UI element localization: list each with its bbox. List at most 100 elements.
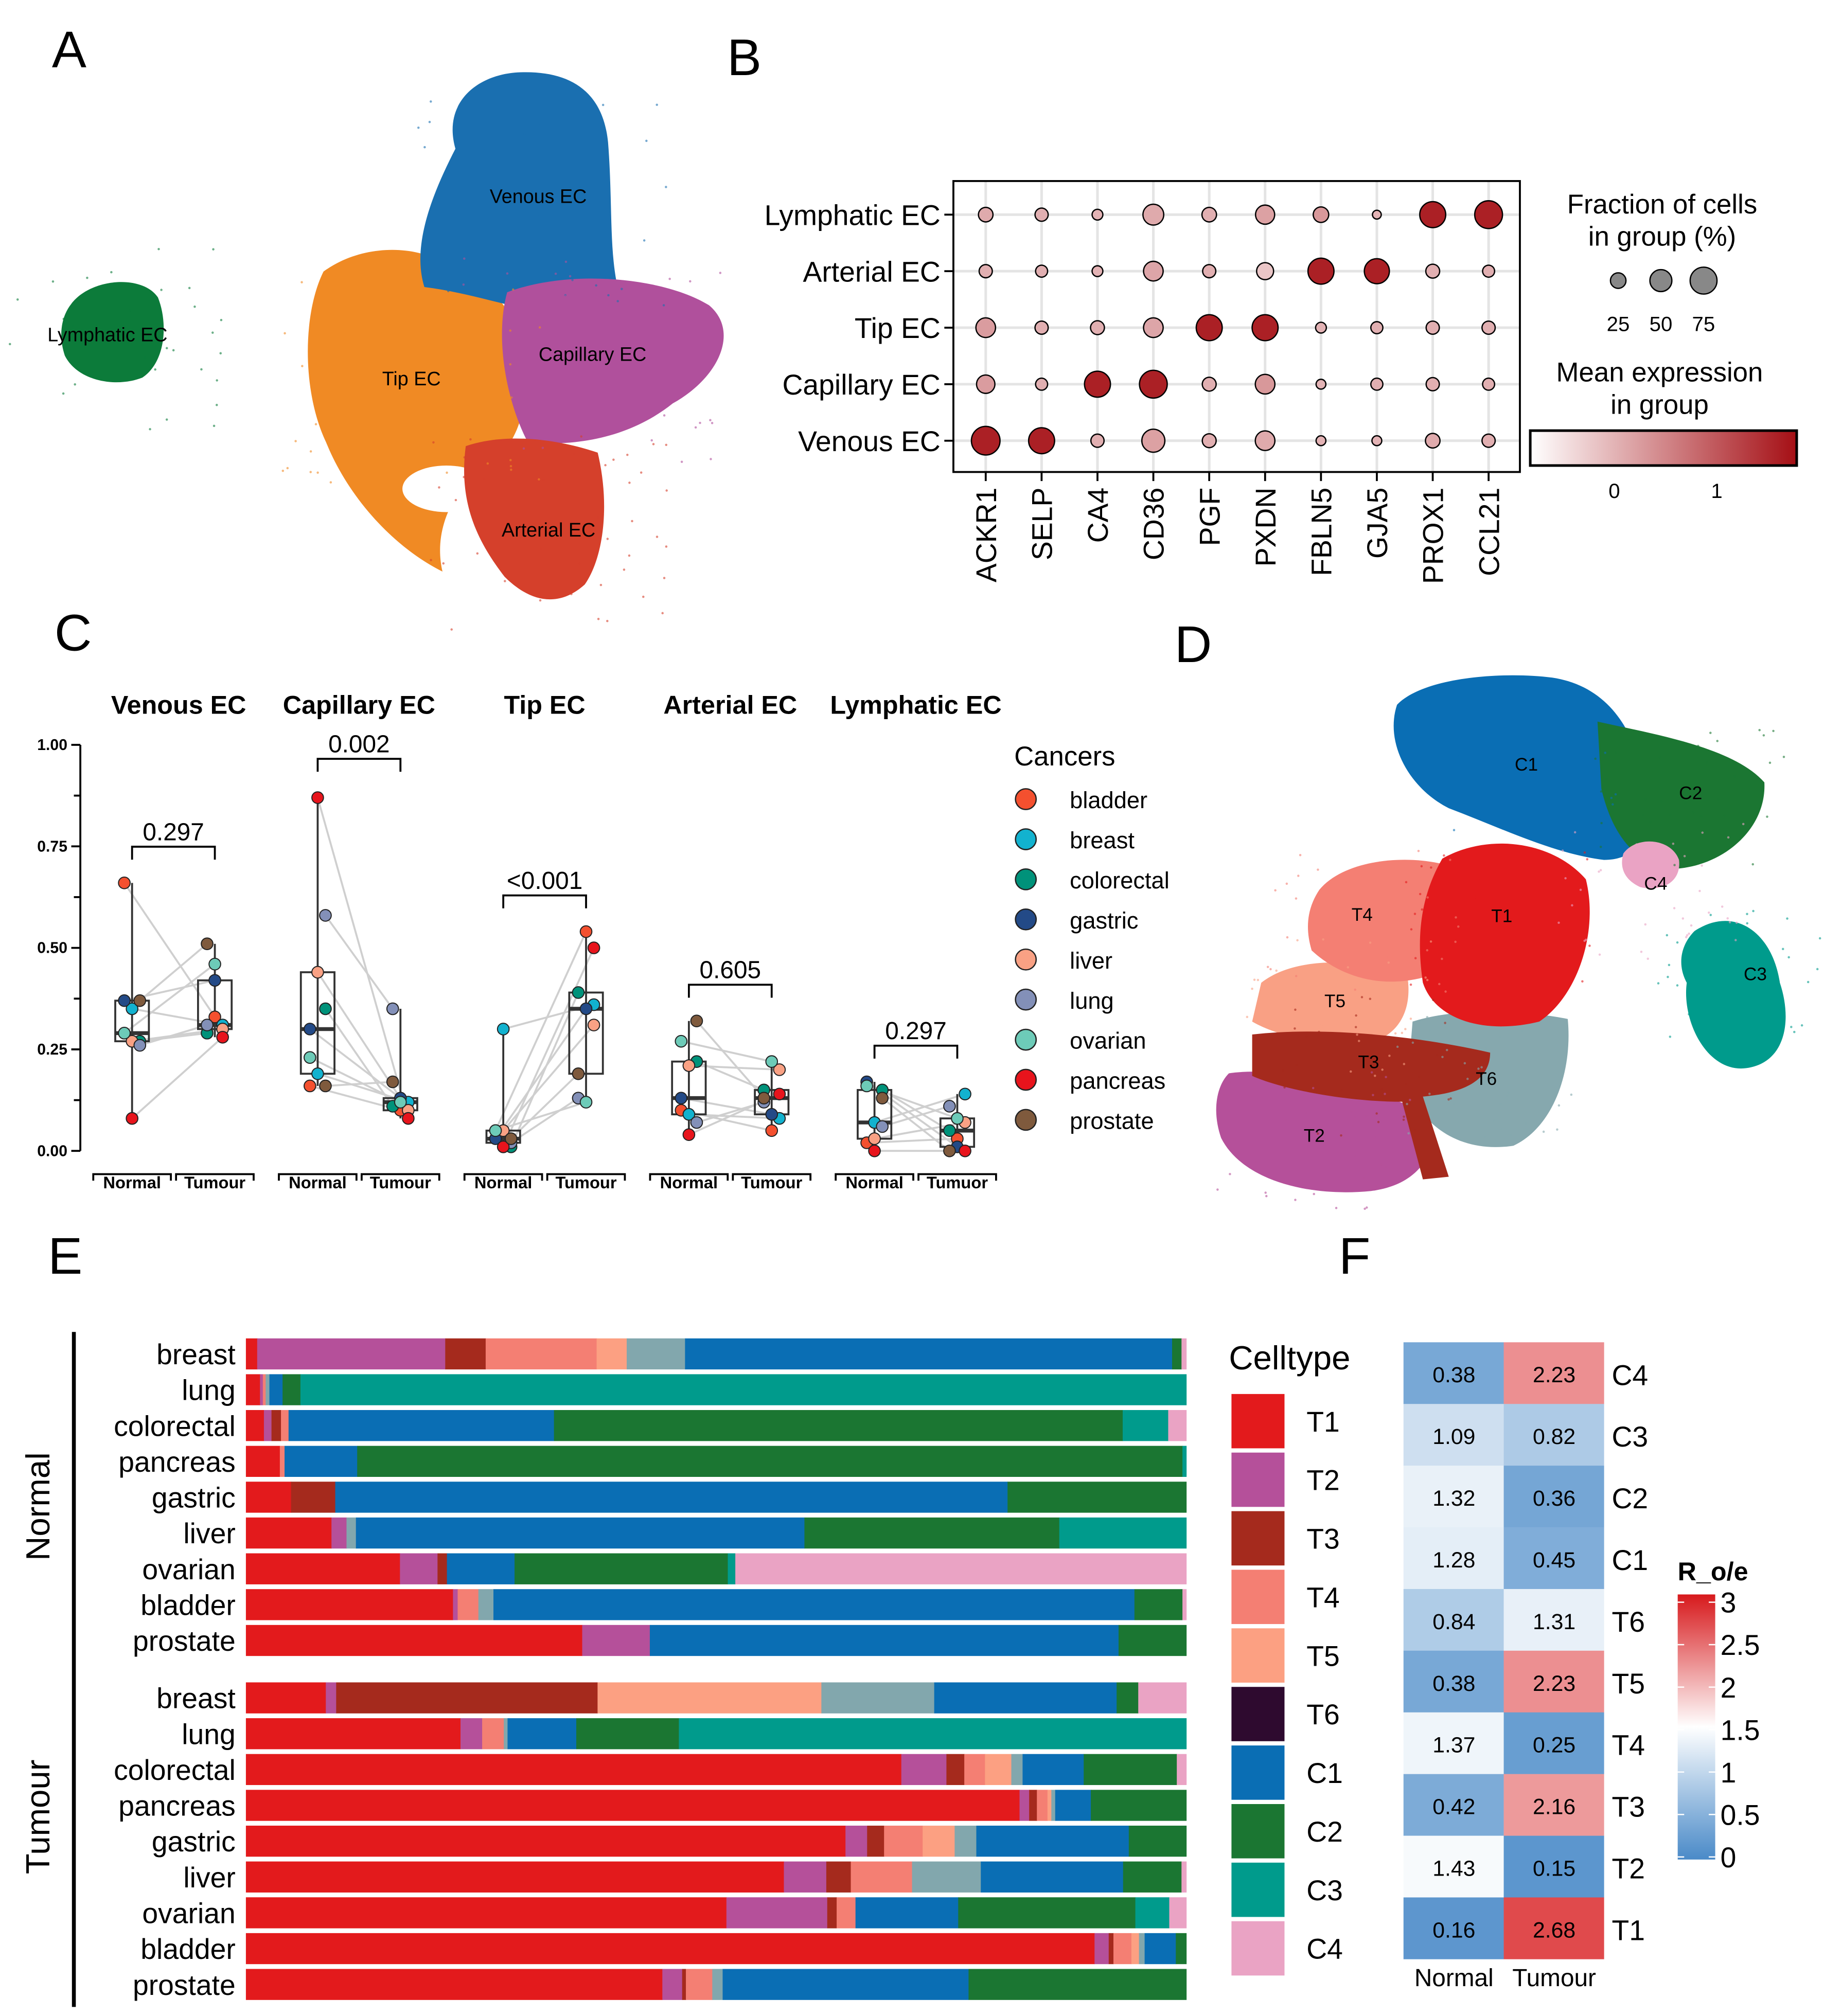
dot-Arterial-EC-PXDN <box>1255 262 1274 280</box>
umap-point <box>1559 966 1562 969</box>
umap-point <box>643 239 646 242</box>
bar-segment-normal-liver-C3 <box>1059 1517 1187 1549</box>
umap-point <box>1458 769 1461 772</box>
umap-point <box>472 382 475 385</box>
umap-point <box>1755 777 1758 780</box>
umap-point <box>665 545 668 548</box>
bar-segment-normal-colorectal-C3 <box>1122 1410 1169 1441</box>
umap-point <box>1347 966 1350 969</box>
umap-point <box>1807 980 1810 984</box>
point-pancreas <box>216 1030 229 1044</box>
umap-point <box>1571 816 1574 819</box>
size-legend-label: 50 <box>1650 313 1673 336</box>
umap-point <box>553 203 556 206</box>
umap-point <box>1571 904 1573 907</box>
umap-point <box>552 340 555 343</box>
row-label: bladder <box>140 1933 235 1965</box>
umap-point <box>539 547 542 550</box>
pair-line <box>502 947 595 1148</box>
bar-segment-normal-breast-T4 <box>485 1338 597 1370</box>
umap-point <box>1500 1128 1503 1131</box>
umap-point <box>663 577 666 579</box>
bar-segment-normal-ovarian-T1 <box>245 1553 401 1584</box>
legend-swatch-gastric <box>1015 908 1037 931</box>
point-ovarian <box>394 1096 407 1109</box>
umap-point <box>71 324 74 327</box>
umap-point <box>1638 734 1641 737</box>
row-label: colorectal <box>114 1754 236 1786</box>
point-colorectal <box>319 1002 332 1015</box>
umap-point <box>1716 740 1719 742</box>
umap-point <box>1299 854 1302 857</box>
umap-point <box>1271 1038 1274 1041</box>
point-ovarian <box>675 1034 688 1048</box>
umap-point <box>1520 1029 1524 1032</box>
bar-segment-normal-bladder-T6 <box>478 1589 494 1620</box>
dot-Arterial-EC-PGF <box>1202 264 1217 279</box>
umap-point <box>600 348 603 350</box>
panel-title: Arterial EC <box>663 690 797 720</box>
heatmap-cell-T6-Tumour <box>1503 1589 1604 1651</box>
point-ovarian <box>118 1027 131 1040</box>
dot-Lymphatic-EC-PXDN <box>1254 204 1276 225</box>
heatmap-cell-T2-Tumour <box>1503 1835 1604 1898</box>
umap-point <box>1681 917 1685 920</box>
bar-segment-tumour-bladder-C2 <box>1176 1933 1187 1965</box>
bar-segment-tumour-bladder-T4 <box>1113 1933 1132 1965</box>
umap-point <box>1790 1026 1793 1028</box>
heatmap-cell-T1-Tumour <box>1503 1897 1604 1959</box>
bar-segment-normal-bladder-T4 <box>457 1589 479 1620</box>
group-bracket <box>92 1173 172 1181</box>
pair-line <box>881 1097 950 1152</box>
point-ovarian <box>208 957 221 971</box>
bar-segment-tumour-gastric-C1 <box>976 1825 1129 1857</box>
umap-point <box>1360 996 1363 998</box>
point-liver <box>682 1059 696 1072</box>
p-value: 0.605 <box>700 957 762 984</box>
bar-segment-normal-lung-C1 <box>269 1374 283 1405</box>
point-gastric <box>304 1023 316 1036</box>
umap-point <box>680 460 683 463</box>
umap-point <box>483 478 486 481</box>
umap-label: T1 <box>1491 906 1512 926</box>
umap-point <box>1498 775 1501 777</box>
bar-segment-tumour-liver-T2 <box>784 1861 827 1893</box>
umap-point <box>1644 869 1648 871</box>
row-label: gastric <box>152 1482 236 1514</box>
umap-point <box>1444 990 1447 993</box>
umap-point <box>1319 906 1322 908</box>
umap-point <box>1357 1040 1360 1042</box>
bar-segment-tumour-prostate-T4 <box>686 1969 713 2000</box>
umap-point <box>719 272 722 274</box>
umap-point <box>129 309 131 312</box>
umap-point <box>595 186 598 188</box>
umap-point <box>1434 780 1437 783</box>
point-bladder <box>765 1124 778 1137</box>
umap-point <box>663 414 666 417</box>
umap-point <box>1445 1048 1448 1051</box>
umap-point <box>1766 815 1768 818</box>
row-label: prostate <box>133 1969 236 2001</box>
umap-point <box>1454 940 1457 943</box>
umap-point <box>188 287 191 290</box>
umap-point <box>1340 1130 1343 1133</box>
point-pancreas <box>587 941 600 954</box>
umap-point <box>1409 1102 1412 1105</box>
umap-point <box>1266 966 1269 968</box>
color-legend-bar <box>1529 429 1798 467</box>
heatmap-cell-C2-Normal <box>1403 1466 1504 1528</box>
umap-point <box>1709 732 1712 734</box>
bar-segment-normal-breast-C4 <box>1181 1338 1187 1370</box>
umap-point <box>1296 939 1299 942</box>
umap-point <box>511 288 515 291</box>
umap-point <box>1354 1026 1357 1028</box>
bar-segment-tumour-liver-T4 <box>851 1861 913 1893</box>
point-bladder <box>579 925 593 938</box>
umap-point <box>1640 950 1643 953</box>
umap-point <box>1384 1093 1386 1095</box>
point-breast <box>311 1067 324 1080</box>
bar-segment-normal-liver-C1 <box>356 1517 805 1549</box>
umap-point <box>284 332 286 335</box>
bar-segment-tumour-breast-C4 <box>1138 1682 1187 1714</box>
p-bracket <box>316 758 402 772</box>
